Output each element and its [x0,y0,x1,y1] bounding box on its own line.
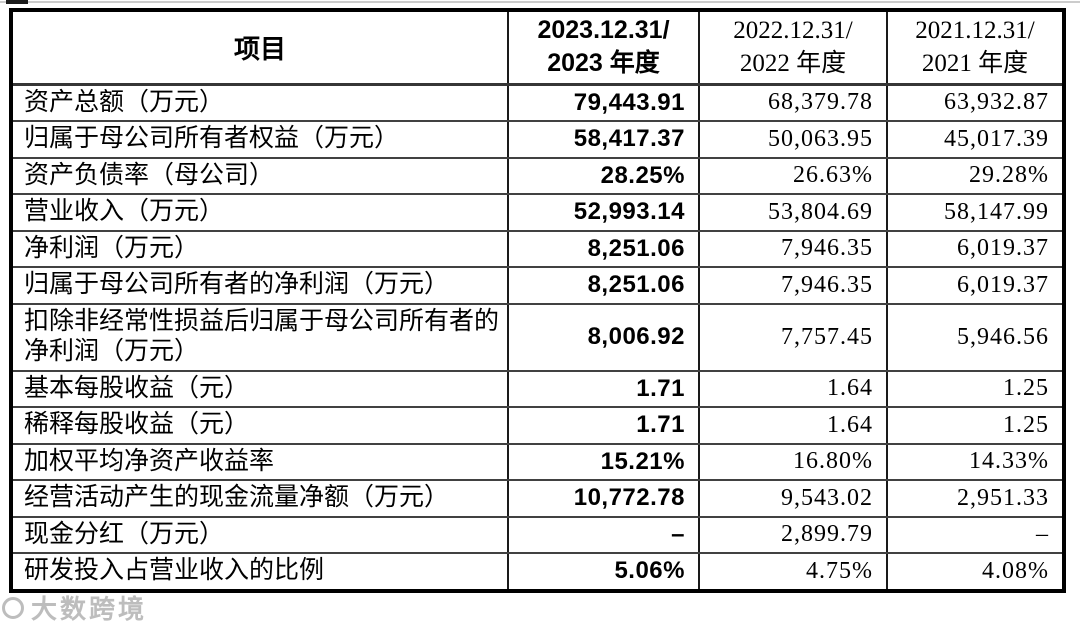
table-row-basic-eps: 基本每股收益（元） 1.71 1.64 1.25 [10,369,1065,408]
value-2023: 8,251.06 [507,266,700,305]
value-2023: 10,772.78 [507,479,700,518]
value-2021: 58,147.99 [886,193,1065,232]
row-label: 经营活动产生的现金流量净额（万元） [10,479,509,518]
table-row-parent-net-profit: 归属于母公司所有者的净利润（万元） 8,251.06 7,946.35 6,01… [10,266,1065,305]
financial-summary-table: 项目 2023.12.31/ 2023 年度 2022.12.31/ 2022 … [9,8,1066,593]
value-2021: 5,946.56 [886,302,1065,372]
row-label: 基本每股收益（元） [10,369,509,408]
value-2022: 50,063.95 [698,120,888,159]
table-row-net-profit-excl-nonrecurring: 扣除非经常性损益后归属于母公司所有者的净利润（万元） 8,006.92 7,75… [10,302,1065,372]
table-row-cash-dividend: 现金分红（万元） – 2,899.79 – [10,515,1065,554]
watermark: 大数跨境 [2,589,147,621]
row-label: 净利润（万元） [10,229,509,268]
value-2022: 16.80% [698,442,888,481]
value-2023: 5.06% [507,552,700,592]
value-2021: 2,951.33 [886,479,1065,518]
table-row-operating-cash-flow: 经营活动产生的现金流量净额（万元） 10,772.78 9,543.02 2,9… [10,479,1065,518]
value-2022: 2,899.79 [698,515,888,554]
cropped-text-artifact [6,0,28,4]
header-period-2022-date: 2022.12.31/ [733,16,853,44]
row-label: 资产负债率（母公司） [10,156,509,195]
value-2021: 6,019.37 [886,266,1065,305]
row-label: 研发投入占营业收入的比例 [10,552,509,592]
value-2023: 28.25% [507,156,700,195]
value-2023: 8,251.06 [507,229,700,268]
value-2022: 1.64 [698,406,888,445]
value-2023: – [507,515,700,554]
financial-summary-table-container: 项目 2023.12.31/ 2023 年度 2022.12.31/ 2022 … [9,8,1066,593]
value-2021: 14.33% [886,442,1065,481]
row-label: 稀释每股收益（元） [10,406,509,445]
table-row-diluted-eps: 稀释每股收益（元） 1.71 1.64 1.25 [10,406,1065,445]
table-row-parent-equity: 归属于母公司所有者权益（万元） 58,417.37 50,063.95 45,0… [10,120,1065,159]
header-item: 项目 [10,9,509,86]
watermark-circle-logo-icon [2,596,24,619]
table-row-debt-ratio: 资产负债率（母公司） 28.25% 26.63% 29.28% [10,156,1065,195]
value-2023: 58,417.37 [507,120,700,159]
value-2021: 45,017.39 [886,120,1065,159]
row-label: 加权平均净资产收益率 [10,442,509,481]
table-row-weighted-avg-roe: 加权平均净资产收益率 15.21% 16.80% 14.33% [10,442,1065,481]
header-period-2021: 2021.12.31/ 2021 年度 [886,9,1065,86]
value-2022: 7,757.45 [698,302,888,372]
row-label: 营业收入（万元） [10,193,509,232]
row-label: 现金分红（万元） [10,515,509,554]
value-2022: 26.63% [698,156,888,195]
value-2021: 6,019.37 [886,229,1065,268]
header-row: 项目 2023.12.31/ 2023 年度 2022.12.31/ 2022 … [10,9,1065,86]
header-period-2022: 2022.12.31/ 2022 年度 [698,9,888,86]
table-row-total-assets: 资产总额（万元） 79,443.91 68,379.78 63,932.87 [10,83,1065,122]
header-period-2022-year: 2022 年度 [739,50,847,78]
value-2022: 4.75% [698,552,888,592]
value-2021: – [886,515,1065,554]
row-label: 归属于母公司所有者的净利润（万元） [10,266,509,305]
header-period-2023-year: 2023 年度 [547,49,660,78]
value-2023: 79,443.91 [507,83,700,122]
value-2023: 8,006.92 [507,302,700,372]
value-2023: 15.21% [507,442,700,481]
value-2021: 63,932.87 [886,83,1065,122]
value-2022: 53,804.69 [698,193,888,232]
table-row-operating-revenue: 营业收入（万元） 52,993.14 53,804.69 58,147.99 [10,193,1065,232]
value-2022: 68,379.78 [698,83,888,122]
value-2022: 7,946.35 [698,266,888,305]
watermark-text: 大数跨境 [31,595,148,621]
row-label: 扣除非经常性损益后归属于母公司所有者的净利润（万元） [10,302,509,372]
value-2021: 4.08% [886,552,1065,592]
page-top-edge-artifact [0,1,1080,3]
value-2023: 52,993.14 [507,193,700,232]
row-label: 资产总额（万元） [10,83,509,122]
value-2021: 29.28% [886,156,1065,195]
value-2021: 1.25 [886,406,1065,445]
row-label: 归属于母公司所有者权益（万元） [10,120,509,159]
value-2022: 7,946.35 [698,229,888,268]
value-2022: 9,543.02 [698,479,888,518]
table-row-rd-revenue-ratio: 研发投入占营业收入的比例 5.06% 4.75% 4.08% [10,552,1065,592]
table-row-net-profit: 净利润（万元） 8,251.06 7,946.35 6,019.37 [10,229,1065,268]
value-2023: 1.71 [507,406,700,445]
value-2022: 1.64 [698,369,888,408]
value-2021: 1.25 [886,369,1065,408]
value-2023: 1.71 [507,369,700,408]
header-period-2023: 2023.12.31/ 2023 年度 [507,9,700,86]
header-period-2021-date: 2021.12.31/ [915,16,1035,44]
header-period-2021-year: 2021 年度 [921,50,1029,78]
header-period-2023-date: 2023.12.31/ [537,15,670,44]
